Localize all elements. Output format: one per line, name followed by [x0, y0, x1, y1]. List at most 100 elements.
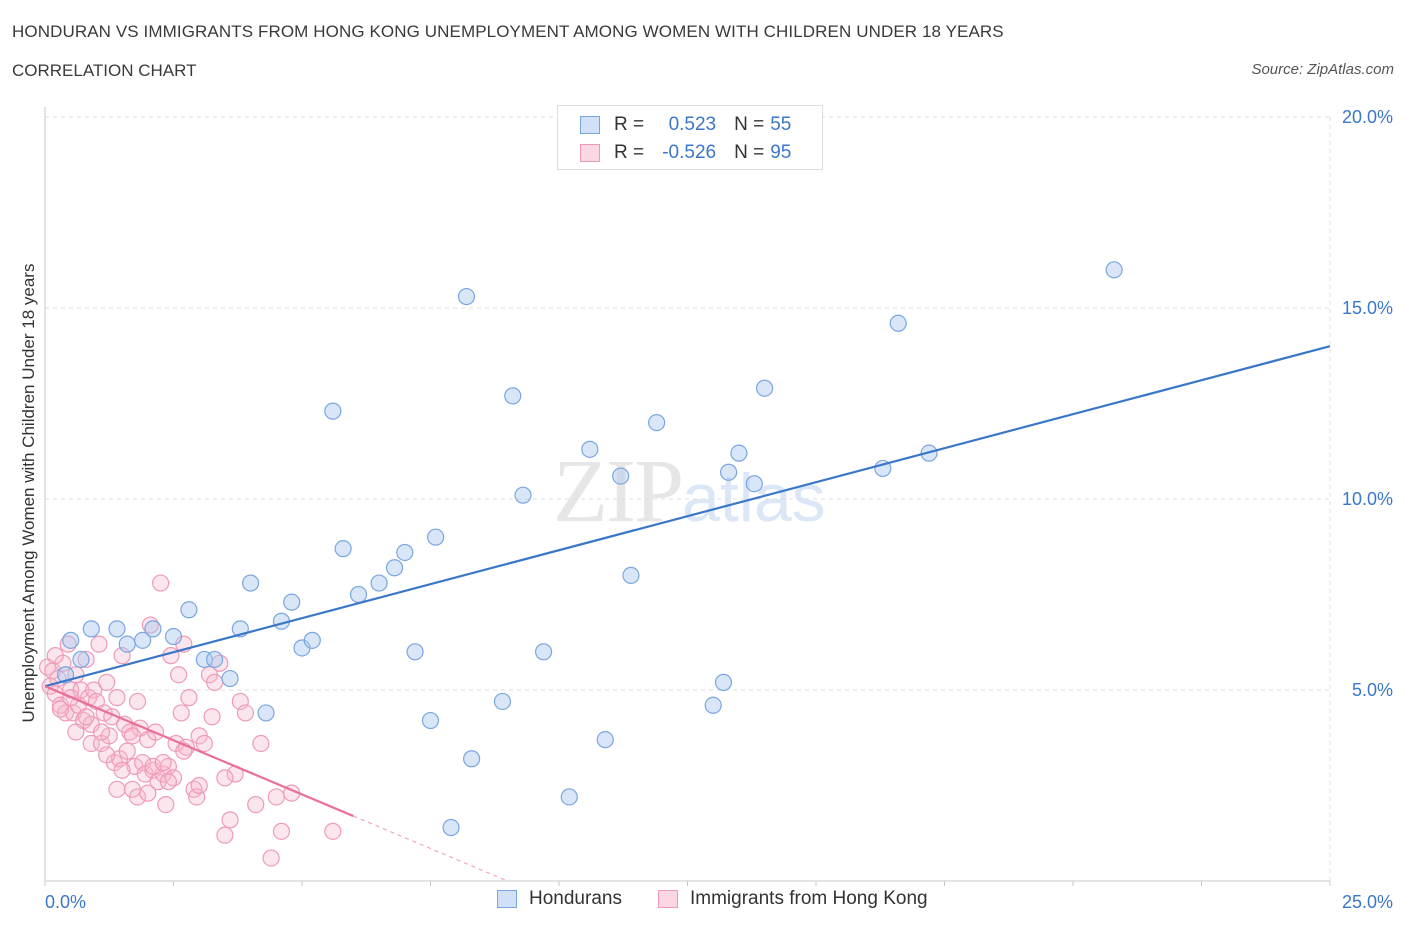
y-axis-label: Unemployment Among Women with Children U…	[19, 264, 38, 723]
data-point-hondurans	[164, 627, 183, 646]
watermark: ZIPatlas	[553, 440, 826, 543]
data-point-hondurans	[349, 585, 368, 604]
data-point-hondurans	[406, 643, 424, 661]
data-point-hongkong	[144, 757, 162, 776]
data-point-hondurans	[704, 696, 722, 714]
data-point-hondurans	[206, 650, 224, 669]
data-point-hondurans	[385, 559, 404, 577]
legend-row-hongkong: R = -0.526 N = 95	[580, 139, 791, 167]
legend-r-label: R =	[614, 114, 645, 135]
data-point-hongkong	[236, 704, 255, 722]
legend-label-hondurans: Hondurans	[529, 888, 622, 909]
data-point-hondurans	[180, 601, 198, 619]
data-point-hondurans	[457, 287, 476, 306]
x-tick-label: 0.0%	[45, 892, 86, 912]
data-point-hongkong	[100, 727, 118, 745]
watermark-zip: ZIP	[553, 442, 684, 541]
data-point-hongkong	[172, 704, 190, 722]
legend-item-hongkong: Immigrants from Hong Kong	[658, 888, 928, 910]
data-point-hongkong	[154, 753, 172, 772]
data-point-hondurans	[427, 528, 445, 546]
data-point-hongkong	[159, 773, 177, 791]
data-point-hongkong	[216, 769, 234, 787]
data-point-hongkong	[118, 742, 136, 760]
legend-row-hondurans: R = 0.523 N = 55	[580, 111, 791, 139]
data-point-hongkong	[195, 734, 213, 753]
data-point-hongkong	[152, 574, 170, 592]
legend-n-value: 55	[770, 114, 792, 135]
data-point-hongkong	[247, 795, 265, 814]
data-point-hondurans	[242, 574, 260, 592]
data-point-hondurans	[560, 788, 578, 806]
data-point-hongkong	[206, 673, 224, 691]
legend-r-value: 0.523	[668, 114, 717, 135]
series-legend: Hondurans Immigrants from Hong Kong	[0, 888, 1406, 916]
data-point-hondurans	[1105, 261, 1123, 279]
data-point-hondurans	[755, 379, 774, 397]
data-point-hongkong	[123, 727, 141, 745]
y-tick-label: 5.0%	[1352, 680, 1393, 700]
data-point-hondurans	[221, 669, 239, 688]
data-point-hondurans	[118, 635, 136, 653]
data-point-hondurans	[303, 631, 321, 649]
data-point-hondurans	[714, 673, 733, 691]
y-tick-label: 10.0%	[1342, 489, 1393, 509]
data-point-hondurans	[596, 731, 614, 749]
data-point-hongkong	[190, 776, 208, 795]
data-point-hongkong	[162, 647, 180, 665]
data-point-hongkong	[262, 849, 280, 867]
data-point-hongkong	[216, 826, 234, 844]
legend-r-value: -0.526	[662, 142, 717, 163]
data-point-hondurans	[463, 750, 481, 768]
data-point-hongkong	[203, 708, 221, 726]
data-point-hongkong	[90, 635, 108, 653]
data-point-hongkong	[221, 811, 239, 829]
source-credit: Source: ZipAtlas.com	[1251, 61, 1394, 78]
data-point-hondurans	[134, 631, 152, 649]
data-point-hongkong	[98, 746, 116, 764]
correlation-legend: R = 0.523 N = 55 R = -0.526 N = 95	[557, 105, 823, 170]
data-point-hongkong	[324, 822, 342, 840]
data-point-hondurans	[396, 543, 414, 562]
legend-swatch-pink	[580, 144, 600, 162]
data-point-hondurans	[144, 620, 162, 638]
data-point-hongkong	[170, 666, 188, 684]
data-point-hondurans	[612, 467, 630, 485]
data-point-hondurans	[493, 692, 512, 711]
data-point-hondurans	[504, 387, 522, 405]
y-tick-label: 15.0%	[1342, 298, 1393, 318]
data-point-hondurans	[334, 540, 352, 558]
y-tick-label: 20.0%	[1342, 107, 1393, 127]
data-point-hondurans	[421, 711, 440, 730]
data-point-hongkong	[139, 784, 157, 802]
data-point-hondurans	[62, 631, 80, 649]
data-point-hongkong	[77, 708, 95, 726]
data-point-hondurans	[514, 486, 532, 504]
data-point-hondurans	[648, 414, 666, 432]
data-point-hongkong	[128, 692, 147, 711]
data-point-hondurans	[72, 650, 90, 669]
legend-n-label: N =	[734, 142, 765, 163]
data-point-hondurans	[370, 574, 388, 592]
trendline-hondurans	[44, 345, 1331, 688]
x-tick-label: 25.0%	[1342, 892, 1393, 912]
data-point-hongkong	[128, 788, 147, 806]
data-point-hondurans	[442, 818, 460, 837]
data-point-hondurans	[730, 444, 748, 462]
data-point-hongkong	[67, 723, 85, 741]
data-point-hongkong	[272, 822, 291, 840]
data-point-hondurans	[622, 566, 640, 585]
data-point-hongkong	[108, 689, 126, 707]
legend-n-value: 95	[770, 142, 792, 163]
data-point-hongkong	[252, 734, 270, 753]
chart-subtitle: CORRELATION CHART	[12, 61, 197, 80]
data-point-hongkong	[108, 780, 126, 798]
legend-item-hondurans: Hondurans	[497, 888, 622, 910]
data-point-hondurans	[283, 593, 301, 611]
data-point-hondurans	[82, 620, 100, 638]
data-point-hongkong	[77, 650, 95, 669]
legend-n-label: N =	[734, 114, 765, 135]
data-point-hongkong	[98, 673, 116, 691]
legend-swatch-pink	[658, 890, 678, 908]
